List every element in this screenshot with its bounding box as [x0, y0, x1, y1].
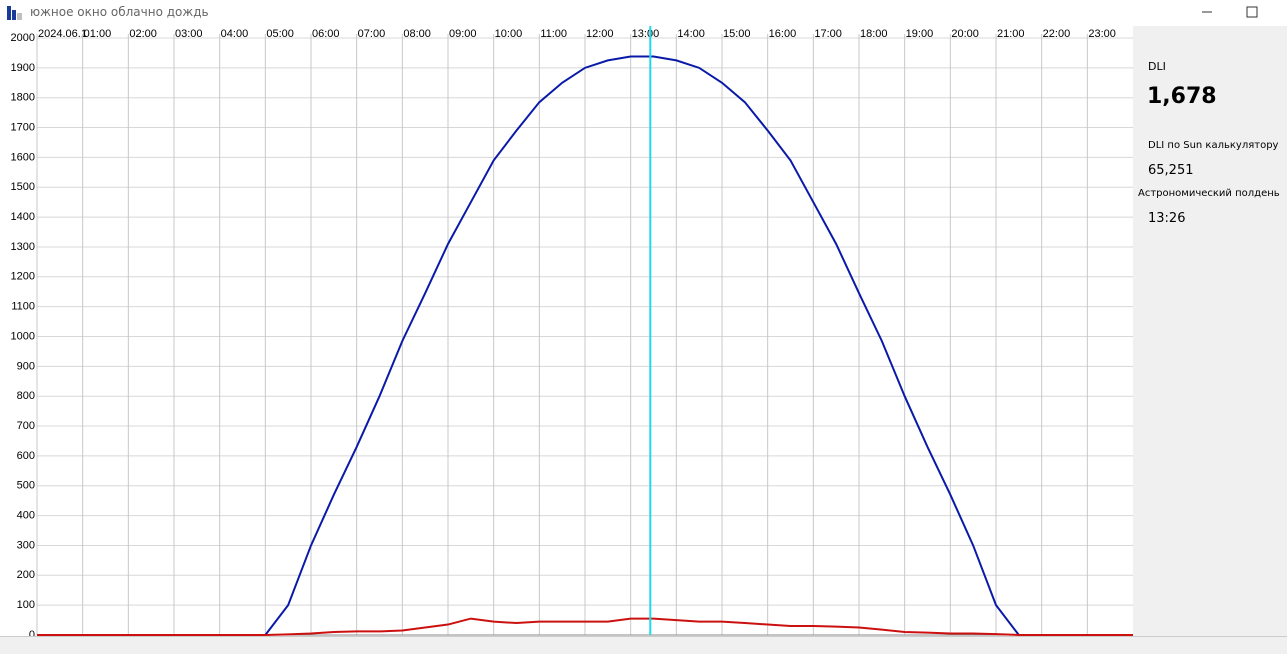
- x-tick-label: 15:00: [723, 28, 751, 40]
- y-tick-label: 800: [17, 390, 35, 402]
- x-tick-label: 07:00: [358, 28, 386, 40]
- y-tick-label: 300: [17, 539, 35, 551]
- y-tick-label: 100: [17, 599, 35, 611]
- y-tick-label: 1500: [11, 181, 35, 193]
- noon-label: Астрономический полдень: [1138, 188, 1280, 199]
- y-tick-label: 200: [17, 569, 35, 581]
- y-tick-label: 1400: [11, 211, 35, 223]
- x-tick-label: 20:00: [951, 28, 979, 40]
- x-tick-label: 02:00: [129, 28, 157, 40]
- window-controls[interactable]: [1167, 0, 1287, 26]
- x-tick-label: 23:00: [1088, 28, 1116, 40]
- app-icon: [7, 6, 22, 20]
- y-tick-label: 1900: [11, 62, 35, 74]
- x-tick-label: 17:00: [814, 28, 842, 40]
- y-tick-label: 0: [29, 629, 35, 636]
- x-tick-label: 13:00: [632, 28, 660, 40]
- x-tick-label: 2024.06.1: [38, 28, 87, 40]
- window-title: южное окно облачно дождь: [30, 5, 209, 19]
- y-tick-label: 1200: [11, 271, 35, 283]
- y-tick-label: 2000: [11, 32, 35, 44]
- x-tick-label: 03:00: [175, 28, 203, 40]
- y-tick-label: 1800: [11, 92, 35, 104]
- y-tick-label: 1100: [11, 301, 35, 313]
- x-tick-label: 16:00: [769, 28, 797, 40]
- x-tick-label: 01:00: [84, 28, 112, 40]
- x-tick-label: 09:00: [449, 28, 477, 40]
- y-tick-label: 600: [17, 450, 35, 462]
- dli-value: 1,678: [1147, 84, 1217, 109]
- x-tick-label: 14:00: [677, 28, 705, 40]
- noon-value: 13:26: [1148, 211, 1186, 226]
- y-tick-label: 1300: [11, 241, 35, 253]
- chart: 0 100 200 300 400 500 600 700 800 900 1000 1100 1200…: [11, 26, 1133, 636]
- x-tick-label: 11:00: [540, 28, 567, 40]
- y-tick-label: 700: [17, 420, 35, 432]
- x-tick-label: 10:00: [495, 28, 523, 40]
- x-tick-label: 05:00: [266, 28, 294, 40]
- x-tick-label: 21:00: [997, 28, 1025, 40]
- maximize[interactable]: [1246, 6, 1258, 18]
- x-tick-label: 22:00: [1043, 28, 1071, 40]
- dli-label: DLI: [1148, 60, 1166, 73]
- y-tick-label: 1600: [11, 151, 35, 163]
- x-tick-label: 06:00: [312, 28, 340, 40]
- y-tick-label: 1700: [11, 121, 35, 133]
- sidebar: DLI 1,678 DLI по Sun калькулятору 65,251…: [1133, 26, 1287, 636]
- x-tick-label: 19:00: [906, 28, 934, 40]
- status-strip: [0, 636, 1287, 654]
- x-tick-label: 18:00: [860, 28, 888, 40]
- y-tick-label: 500: [17, 480, 35, 492]
- y-tick-label: 1000: [11, 330, 35, 342]
- series-line: [37, 617, 1133, 636]
- sun-value: 65,251: [1148, 163, 1194, 178]
- y-tick-label: 900: [17, 360, 35, 372]
- title-bar: южное окно облачно дождь: [0, 0, 1287, 26]
- x-tick-label: 08:00: [403, 28, 431, 40]
- y-tick-label: 400: [17, 510, 35, 522]
- sun-label: DLI по Sun калькулятору: [1148, 140, 1279, 151]
- x-tick-label: 04:00: [221, 28, 249, 40]
- x-tick-label: 12:00: [586, 28, 614, 40]
